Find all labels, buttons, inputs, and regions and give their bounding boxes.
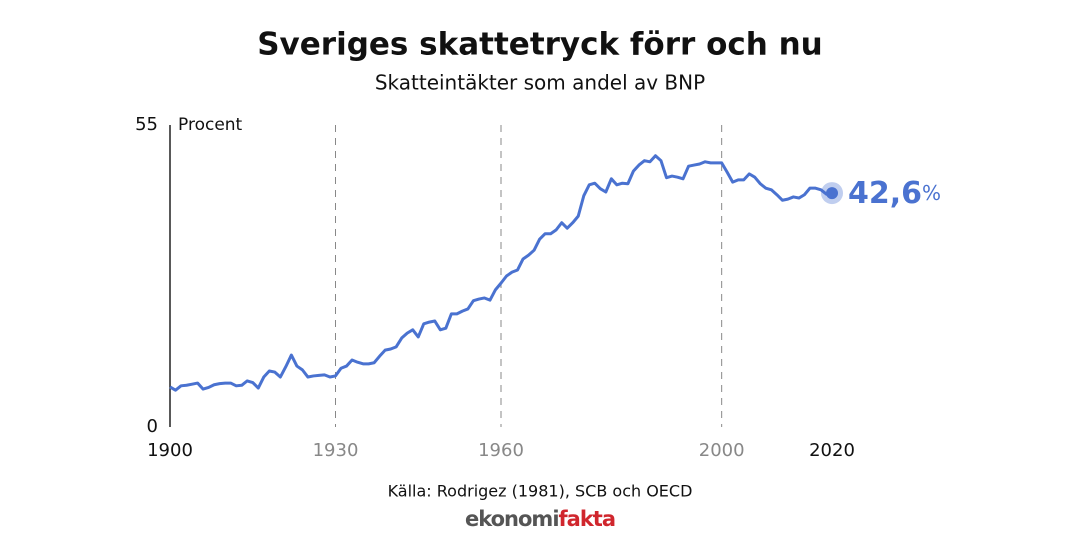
logo: ekonomifakta bbox=[465, 507, 615, 531]
end-label: 42,6% bbox=[848, 176, 941, 211]
x-tick-label: 1930 bbox=[313, 440, 359, 461]
end-label-value: 42,6 bbox=[848, 176, 922, 211]
y-axis-label: Procent bbox=[178, 115, 243, 135]
line bbox=[169, 154, 833, 392]
logo-part: ekonomi bbox=[465, 507, 559, 531]
source: Källa: Rodrigez (1981), SCB och OECD bbox=[388, 482, 693, 501]
y-tick-label: 0 bbox=[147, 416, 158, 437]
chart-title: Sveriges skattetryck förr och nu bbox=[257, 27, 823, 63]
x-tick-label: 1960 bbox=[478, 440, 524, 461]
end-label-unit: % bbox=[922, 181, 941, 205]
chart-subtitle: Skatteintäkter som andel av BNP bbox=[375, 71, 705, 95]
x-tick-label: 2020 bbox=[809, 440, 855, 461]
logo-part: fakta bbox=[559, 507, 615, 531]
y-tick-label: 55 bbox=[135, 114, 158, 135]
end-point bbox=[826, 187, 838, 200]
x-tick-label: 2000 bbox=[699, 440, 745, 461]
x-tick-label: 1900 bbox=[147, 440, 193, 461]
